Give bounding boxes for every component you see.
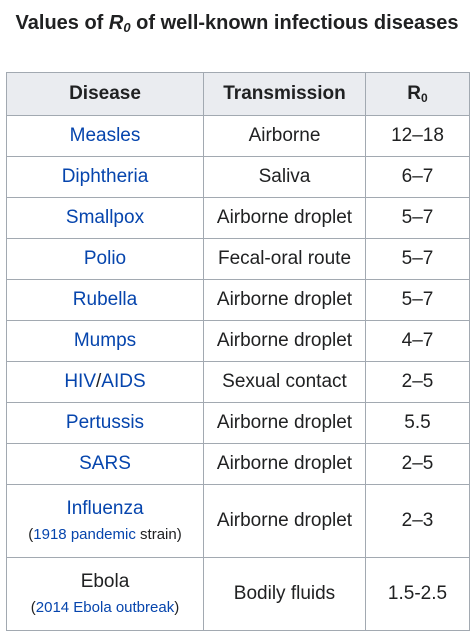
r0-cell: 2–5 xyxy=(365,361,470,403)
header-transmission[interactable]: Transmission xyxy=(203,72,366,116)
disease-link-diphtheria[interactable]: Diphtheria xyxy=(61,166,149,187)
disease-link-polio[interactable]: Polio xyxy=(83,248,127,269)
r0-cell: 2–5 xyxy=(365,443,470,485)
table-row: SARS Airborne droplet 2–5 xyxy=(6,443,470,485)
table-row: Pertussis Airborne droplet 5.5 xyxy=(6,402,470,444)
r0-cell: 4–7 xyxy=(365,320,470,362)
r0-cell: 5–7 xyxy=(365,238,470,280)
note-rest: ) xyxy=(174,599,180,616)
disease-note: (1918 pandemic strain) xyxy=(9,525,201,545)
disease-cell: Measles xyxy=(6,115,204,157)
r0-cell: 5.5 xyxy=(365,402,470,444)
r0-cell: 1.5-2.5 xyxy=(365,557,470,631)
header-r0-letter: R xyxy=(407,83,422,104)
disease-cell: HIV/AIDS xyxy=(6,361,204,403)
header-r0-subscript: 0 xyxy=(421,91,428,105)
disease-cell: SARS xyxy=(6,443,204,485)
table-row: HIV/AIDS Sexual contact 2–5 xyxy=(6,361,470,403)
caption-prefix: Values of xyxy=(15,12,109,34)
disease-cell: Polio xyxy=(6,238,204,280)
disease-link-influenza[interactable]: Influenza xyxy=(66,498,144,519)
table-caption: Values of R0 of well-known infectious di… xyxy=(0,0,474,70)
disease-note: (2014 Ebola outbreak) xyxy=(9,598,201,618)
transmission-cell: Airborne droplet xyxy=(203,279,366,321)
disease-cell: Ebola (2014 Ebola outbreak) xyxy=(6,557,204,631)
table-header-row: Disease Transmission R0 xyxy=(6,72,470,116)
disease-cell: Smallpox xyxy=(6,197,204,239)
header-disease[interactable]: Disease xyxy=(6,72,204,116)
transmission-cell: Airborne droplet xyxy=(203,484,366,558)
caption-r-letter: R xyxy=(108,12,124,34)
table-row: Influenza (1918 pandemic strain) Airborn… xyxy=(6,484,470,558)
transmission-cell: Airborne droplet xyxy=(203,320,366,362)
r0-cell: 2–3 xyxy=(365,484,470,558)
transmission-cell: Airborne droplet xyxy=(203,443,366,485)
transmission-cell: Bodily fluids xyxy=(203,557,366,631)
transmission-cell: Sexual contact xyxy=(203,361,366,403)
disease-link-smallpox[interactable]: Smallpox xyxy=(65,207,145,228)
note-link-1918-pandemic[interactable]: 1918 pandemic xyxy=(33,526,136,543)
table-row: Mumps Airborne droplet 4–7 xyxy=(6,320,470,362)
transmission-cell: Saliva xyxy=(203,156,366,198)
r0-cell: 12–18 xyxy=(365,115,470,157)
caption-suffix: of well-known infectious diseases xyxy=(130,12,459,34)
r0-cell: 5–7 xyxy=(365,279,470,321)
caption-r-subscript: 0 xyxy=(123,20,131,35)
r0-cell: 6–7 xyxy=(365,156,470,198)
disease-cell: Diphtheria xyxy=(6,156,204,198)
disease-separator: / xyxy=(96,371,102,392)
table-row: Smallpox Airborne droplet 5–7 xyxy=(6,197,470,239)
disease-link-hiv[interactable]: HIV xyxy=(64,371,97,392)
table-row: Measles Airborne 12–18 xyxy=(6,115,470,157)
header-r0[interactable]: R0 xyxy=(365,72,470,116)
disease-cell: Influenza (1918 pandemic strain) xyxy=(6,484,204,558)
table-row: Rubella Airborne droplet 5–7 xyxy=(6,279,470,321)
disease-link-mumps[interactable]: Mumps xyxy=(73,330,137,351)
r0-cell: 5–7 xyxy=(365,197,470,239)
transmission-cell: Airborne droplet xyxy=(203,402,366,444)
note-rest: strain) xyxy=(135,526,182,543)
disease-link-measles[interactable]: Measles xyxy=(69,125,141,146)
r0-table: Disease Transmission R0 Measles Airborne… xyxy=(6,72,470,631)
note-open-paren: ( xyxy=(30,599,36,616)
table-row: Ebola (2014 Ebola outbreak) Bodily fluid… xyxy=(6,557,470,631)
transmission-cell: Airborne droplet xyxy=(203,197,366,239)
disease-label-ebola: Ebola xyxy=(80,571,130,592)
disease-link-pertussis[interactable]: Pertussis xyxy=(65,412,145,433)
disease-cell: Pertussis xyxy=(6,402,204,444)
transmission-cell: Fecal-oral route xyxy=(203,238,366,280)
table-row: Diphtheria Saliva 6–7 xyxy=(6,156,470,198)
table-row: Polio Fecal-oral route 5–7 xyxy=(6,238,470,280)
transmission-cell: Airborne xyxy=(203,115,366,157)
disease-cell: Mumps xyxy=(6,320,204,362)
note-open-paren: ( xyxy=(28,526,34,543)
caption-r-symbol: R0 xyxy=(109,12,131,34)
disease-link-rubella[interactable]: Rubella xyxy=(72,289,138,310)
disease-link-sars[interactable]: SARS xyxy=(79,453,131,474)
disease-link-aids[interactable]: AIDS xyxy=(101,371,146,392)
note-link-2014-ebola-outbreak[interactable]: 2014 Ebola outbreak xyxy=(35,599,175,616)
disease-cell: Rubella xyxy=(6,279,204,321)
